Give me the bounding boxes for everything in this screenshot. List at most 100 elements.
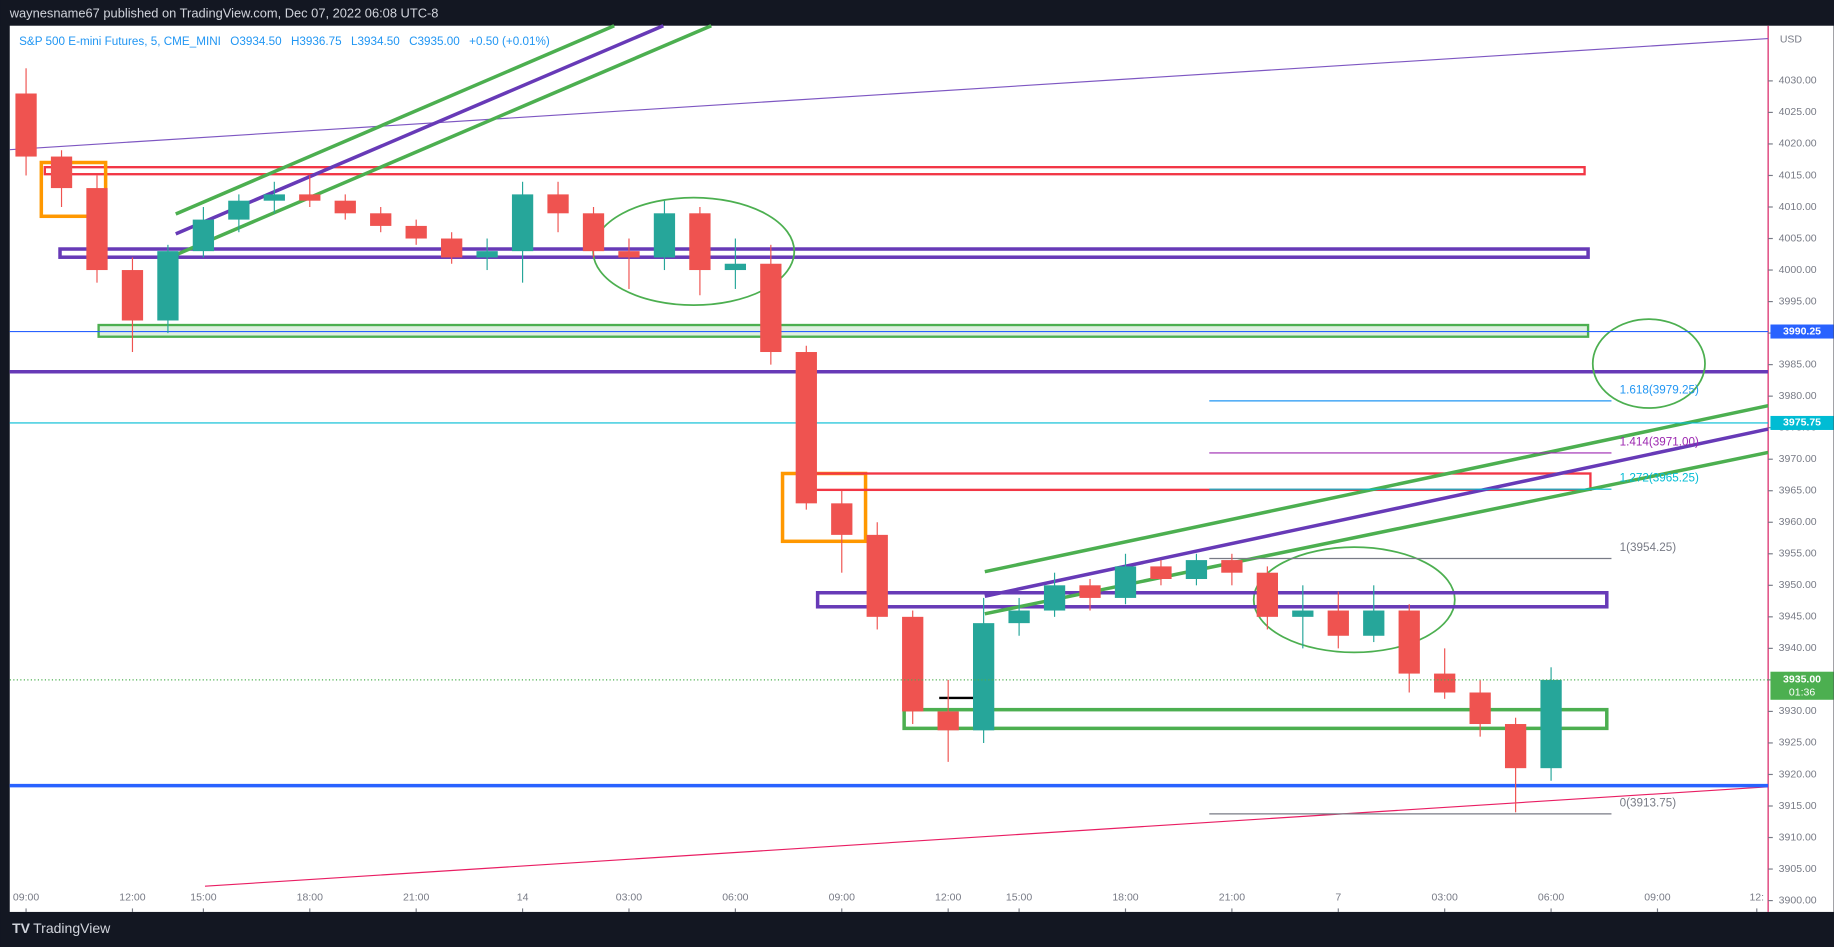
candle-body (86, 188, 108, 271)
x-tick-label: 03:00 (1432, 892, 1458, 904)
x-tick-label: 12:00 (119, 892, 145, 904)
candle-body (334, 200, 356, 214)
y-tick-label: 3905.00 (1779, 863, 1817, 875)
x-tick-label: 15:00 (190, 892, 216, 904)
countdown: 01:36 (1789, 687, 1815, 699)
symbol-line: S&P 500 E-mini Futures, 5, CME_MINI O393… (19, 35, 550, 48)
y-tick-label: 3985.00 (1779, 358, 1817, 370)
candle-body (263, 194, 285, 201)
ellipse (1252, 546, 1456, 654)
ohlc-value: C3935.00 (409, 35, 460, 48)
candle-body (937, 711, 959, 731)
y-tick-label: 3925.00 (1779, 737, 1817, 749)
candle-body (1540, 679, 1562, 769)
candle-body (1292, 610, 1314, 617)
y-tick-label: 4025.00 (1779, 106, 1817, 118)
x-tick-label: 03:00 (616, 892, 642, 904)
x-tick-label: 12: (1749, 892, 1764, 904)
y-tick-label: 3930.00 (1779, 705, 1817, 717)
zone (58, 247, 1590, 259)
x-tick-label: 7 (1335, 892, 1341, 904)
price-tag (1770, 415, 1834, 430)
candle-body (831, 503, 853, 535)
fib-label: 0(3913.75) (1620, 796, 1677, 809)
x-tick-label: 12:00 (935, 892, 961, 904)
y-tick-label: 3965.00 (1779, 485, 1817, 497)
candle-body (1363, 610, 1385, 636)
candle-body (50, 156, 73, 189)
candle-body (547, 194, 569, 214)
x-tick-label: 06:00 (722, 892, 748, 904)
candle-body (972, 623, 995, 731)
last-price-tag (1770, 671, 1834, 700)
x-tick-label: 18:00 (297, 892, 323, 904)
candle-body (192, 219, 215, 252)
candle-body (1256, 572, 1278, 617)
y-tick-label: 3970.00 (1779, 453, 1817, 465)
zone (97, 323, 1590, 338)
y-tick-label: 3915.00 (1779, 800, 1817, 812)
candle-body (405, 225, 427, 239)
candle-body (121, 270, 144, 321)
y-tick-label: 4010.00 (1779, 201, 1817, 213)
channel-line (175, 24, 615, 216)
ellipse (1591, 318, 1706, 409)
y-tick-label: 3950.00 (1779, 579, 1817, 591)
brand: TradingView (33, 920, 111, 936)
fib-label: 1(3954.25) (1620, 541, 1677, 554)
candle-body (582, 213, 605, 252)
ohlc-value: O3934.50 (230, 35, 282, 48)
candle-body (724, 263, 747, 271)
trendline (204, 786, 1769, 887)
candle-body (15, 93, 37, 157)
y-tick-label: 3910.00 (1779, 831, 1817, 843)
y-tick-label: 3955.00 (1779, 548, 1817, 560)
y-tick-label: 4000.00 (1779, 264, 1817, 276)
candle-body (1469, 692, 1491, 725)
candle-body (1150, 566, 1172, 580)
candle-body (1504, 724, 1527, 769)
y-tick-label: 3995.00 (1779, 295, 1817, 307)
fib-label: 1.414(3971.00) (1620, 435, 1699, 448)
candle-body (760, 263, 782, 353)
symbol: S&P 500 E-mini Futures, 5, CME_MINI (19, 35, 221, 48)
candle-body (1434, 673, 1456, 693)
y-tick-label: 4030.00 (1779, 75, 1817, 87)
y-tick-label: 3920.00 (1779, 768, 1817, 780)
y-tick-label: 3980.00 (1779, 390, 1817, 402)
candle-body (653, 213, 676, 258)
y-tick-label: 4020.00 (1779, 138, 1817, 150)
candle-body (902, 616, 924, 712)
y-tick-label: 3940.00 (1779, 642, 1817, 654)
candle-body (1398, 610, 1420, 674)
candle-body (1114, 566, 1137, 598)
zone (815, 590, 1609, 609)
candle-body (1079, 585, 1101, 598)
candle-body (228, 200, 250, 220)
zone (902, 707, 1609, 731)
y-tick-label: 3900.00 (1779, 894, 1817, 906)
ohlc-value: H3936.75 (291, 35, 342, 48)
channel-line (175, 24, 664, 236)
candle-body (1043, 585, 1066, 611)
price-tag (1770, 324, 1834, 339)
plot-background (9, 25, 1834, 912)
candle-body (476, 251, 498, 258)
candle-body (511, 194, 534, 252)
currency: USD (1780, 34, 1803, 46)
candle-body (299, 194, 321, 201)
y-tick-label: 3960.00 (1779, 516, 1817, 528)
y-tick-label: 3945.00 (1779, 611, 1817, 623)
trendline (9, 37, 1769, 151)
x-tick-label: 18:00 (1112, 892, 1138, 904)
x-tick-label: 09:00 (1644, 892, 1670, 904)
candle-body (1221, 560, 1243, 573)
candle-body (1327, 610, 1349, 636)
fib-label: 1.272(3965.25) (1620, 472, 1699, 485)
price-tag-label: 3975.75 (1783, 417, 1821, 429)
x-tick-label: 21:00 (1219, 892, 1245, 904)
fib-label: 1.618(3979.25) (1620, 383, 1699, 396)
x-tick-label: 21:00 (403, 892, 429, 904)
